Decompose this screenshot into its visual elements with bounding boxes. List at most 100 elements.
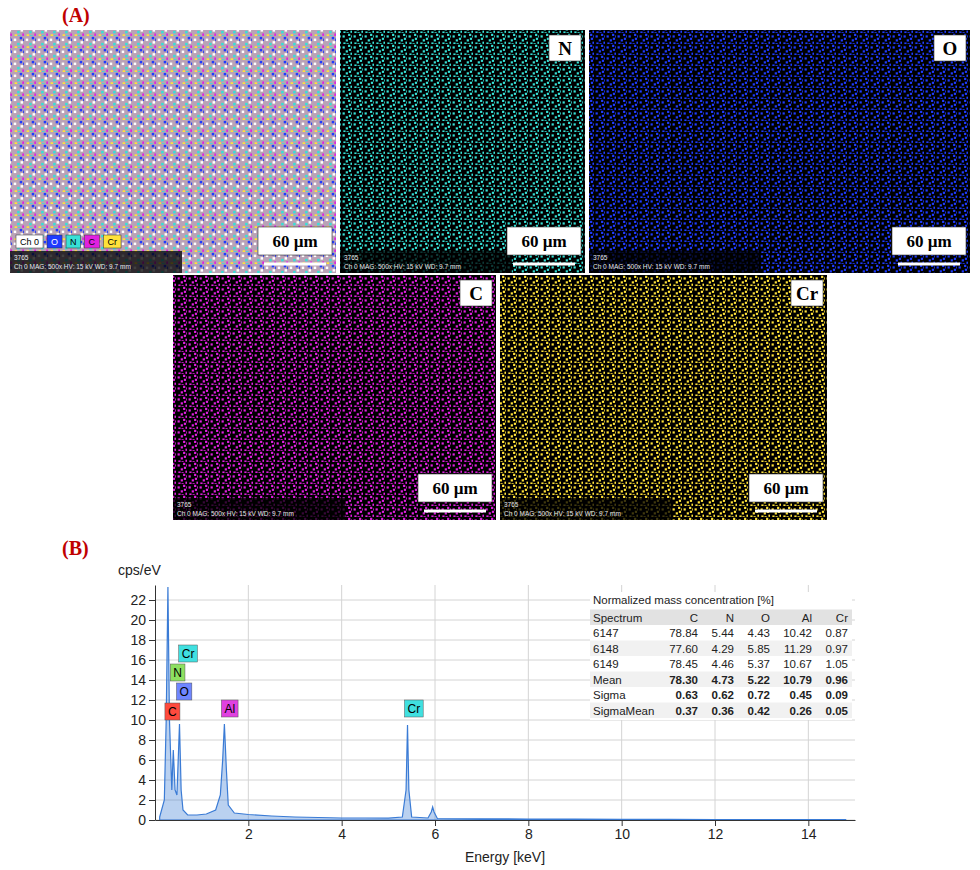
peak-label-text: Al xyxy=(224,702,235,716)
peak-label-box xyxy=(177,683,192,700)
legend-label: Ch 0 xyxy=(20,237,39,247)
peak-label-box xyxy=(170,664,185,681)
grid xyxy=(155,585,855,820)
tick: 16 xyxy=(130,652,155,668)
table-header: N xyxy=(726,612,734,624)
tick-label: 8 xyxy=(525,826,533,842)
legend-swatch xyxy=(16,235,43,248)
tick-label: 4 xyxy=(338,826,346,842)
peak-label-box xyxy=(221,700,238,717)
tick: 12 xyxy=(708,820,724,842)
peak-label-text: O xyxy=(180,685,189,699)
tick: 0 xyxy=(138,812,155,828)
table-cell: 5.44 xyxy=(712,627,735,639)
tick-mark xyxy=(149,760,155,761)
tick-label: 6 xyxy=(138,752,146,768)
table-cell: 0.05 xyxy=(826,705,849,717)
footer-text: 3765 xyxy=(593,254,608,261)
scale-box xyxy=(749,474,823,502)
scale-box xyxy=(892,227,966,255)
scale-box xyxy=(507,227,581,255)
table-cell: 11.29 xyxy=(784,643,812,655)
footer-text: 3765 xyxy=(14,254,29,261)
tick: 6 xyxy=(138,752,155,768)
table-cell: SigmaMean xyxy=(593,705,654,717)
tick-mark xyxy=(149,680,155,681)
footer-bg xyxy=(500,498,672,520)
element-map: 3765Ch 0 MAG: 500x HV: 15 kV WD: 9.7 mm6… xyxy=(500,275,827,520)
composite-map: 3765Ch 0 MAG: 500x HV: 15 kV WD: 9.7 mm6… xyxy=(10,30,336,273)
element-label: Cr xyxy=(796,283,819,304)
table-cell: 5.37 xyxy=(748,658,770,670)
table-cell: 0.09 xyxy=(826,689,848,701)
scale-label: 60 µm xyxy=(763,479,808,498)
panel-label: (B) xyxy=(62,537,89,560)
tick-label: 6 xyxy=(432,826,440,842)
scale-label: 60 µm xyxy=(521,232,566,251)
element-label-box xyxy=(549,35,581,61)
element-label: O xyxy=(943,38,958,59)
peak-label: C xyxy=(165,703,180,720)
table-row-bg xyxy=(590,641,852,657)
element-map: 3765Ch 0 MAG: 500x HV: 15 kV WD: 9.7 mm6… xyxy=(340,30,585,273)
table-cell: 0.26 xyxy=(790,705,812,717)
legend-label: N xyxy=(70,237,77,247)
tick-label: 4 xyxy=(138,772,146,788)
spectrum-chart: 24681012140246810121416182022cps/eVEnerg… xyxy=(118,562,856,865)
footer-text: Ch 0 MAG: 500x HV: 15 kV WD: 9.7 mm xyxy=(593,263,710,270)
tick-label: 12 xyxy=(708,826,724,842)
footer-text: Ch 0 MAG: 500x HV: 15 kV WD: 9.7 mm xyxy=(177,510,294,517)
table-cell: 5.85 xyxy=(748,643,770,655)
footer-text: 3765 xyxy=(177,501,192,508)
table-cell: Mean xyxy=(593,674,622,686)
scale-bar xyxy=(513,263,575,266)
scale-label: 60 µm xyxy=(272,232,317,251)
legend-swatch xyxy=(104,235,122,248)
scale-box xyxy=(418,474,492,502)
legend-swatch xyxy=(47,235,62,248)
tick-label: 16 xyxy=(130,652,146,668)
table-header-bg xyxy=(590,610,852,626)
tick: 10 xyxy=(130,712,155,728)
table-cell: 0.42 xyxy=(748,705,770,717)
figure: (A)3765Ch 0 MAG: 500x HV: 15 kV WD: 9.7 … xyxy=(0,0,980,870)
map-image xyxy=(589,30,970,273)
table: Normalized mass concentration [%]Spectru… xyxy=(590,592,852,720)
peak-label-text: Cr xyxy=(182,647,195,661)
tick-label: 18 xyxy=(130,632,146,648)
table-cell: 10.79 xyxy=(783,674,812,686)
tick-label: 8 xyxy=(138,732,146,748)
map-image xyxy=(500,275,827,520)
scale-bar xyxy=(424,510,486,513)
peak-label-text: N xyxy=(173,666,182,680)
table-cell: 4.43 xyxy=(748,627,770,639)
map-image xyxy=(173,275,496,520)
tick: 18 xyxy=(130,632,155,648)
table-cell: 6148 xyxy=(593,643,619,655)
table-cell: 0.63 xyxy=(676,689,698,701)
table-cell: 0.45 xyxy=(790,689,813,701)
table-header: Cr xyxy=(836,612,848,624)
table-row-bg xyxy=(590,672,852,688)
grid-line xyxy=(155,760,855,761)
peak-label-box xyxy=(405,700,424,717)
tick-mark xyxy=(149,720,155,721)
tick: 6 xyxy=(432,820,440,842)
legend-label: O xyxy=(51,237,58,247)
footer-text: Ch 0 MAG: 500x HV: 15 kV WD: 9.7 mm xyxy=(504,510,621,517)
table-cell: 1.05 xyxy=(826,658,848,670)
tick-label: 10 xyxy=(130,712,146,728)
table-cell: Sigma xyxy=(593,689,626,701)
table-cell: 0.72 xyxy=(748,689,770,701)
tick-mark xyxy=(149,820,155,821)
table-cell: 4.46 xyxy=(712,658,734,670)
map-image xyxy=(10,30,336,273)
peak-label-text: C xyxy=(168,705,177,719)
footer-bg xyxy=(10,251,182,273)
peak-label: Cr xyxy=(179,645,198,662)
element-label-box xyxy=(460,280,492,306)
tick: 10 xyxy=(614,820,630,842)
peak-label-text: Cr xyxy=(408,702,421,716)
table-cell: 78.30 xyxy=(669,674,698,686)
table-row-bg xyxy=(590,703,852,719)
